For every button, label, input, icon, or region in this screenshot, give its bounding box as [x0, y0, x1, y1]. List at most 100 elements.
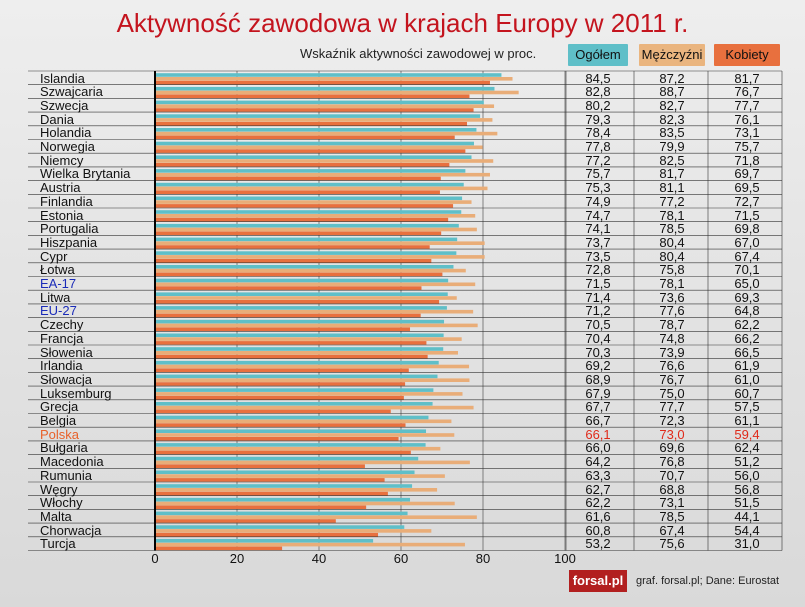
bar-total — [155, 196, 463, 201]
data-label-women: 61,0 — [734, 371, 760, 387]
country-label: Słowacja — [40, 371, 93, 387]
data-label-women: 56,8 — [734, 481, 760, 497]
bar-total — [155, 306, 447, 310]
bar-women — [155, 505, 367, 510]
data-label-men: 75,8 — [659, 262, 685, 278]
data-label-men: 76,8 — [659, 454, 685, 470]
data-label-women: 61,9 — [734, 358, 760, 374]
bar-men — [155, 378, 470, 382]
data-label-total: 71,2 — [585, 303, 611, 319]
bar-men — [155, 268, 466, 273]
bar-men — [155, 186, 488, 191]
data-label-men: 78,5 — [659, 221, 685, 237]
bar-total — [155, 415, 429, 420]
country-label: Szwecja — [40, 97, 89, 113]
bar-total — [155, 182, 464, 187]
data-label-men: 80,4 — [659, 248, 685, 264]
data-label-total: 62,2 — [585, 495, 611, 511]
bar-men — [155, 488, 438, 492]
data-label-total: 64,2 — [585, 454, 611, 470]
data-label-men: 77,2 — [659, 193, 685, 209]
country-label: Cypr — [40, 248, 68, 264]
bar-total — [155, 333, 444, 338]
country-label: Norwegia — [40, 139, 95, 154]
data-label-total: 70,5 — [585, 317, 611, 333]
bar-women — [155, 80, 490, 85]
bar-women — [155, 437, 399, 441]
bar-total — [155, 484, 413, 488]
country-label: EU-27 — [40, 303, 77, 319]
data-label-women: 60,7 — [734, 385, 760, 401]
data-label-women: 44,1 — [734, 508, 760, 524]
country-label: Polska — [40, 426, 80, 442]
data-label-total: 66,0 — [585, 440, 611, 456]
bar-men — [155, 323, 478, 328]
data-label-women: 51,5 — [734, 495, 760, 511]
data-label-total: 61,6 — [585, 508, 611, 524]
data-label-men: 68,8 — [659, 481, 685, 497]
bar-women — [155, 464, 365, 468]
data-label-women: 54,4 — [734, 522, 760, 538]
data-label-total: 74,1 — [585, 221, 611, 237]
country-label: Turcja — [40, 536, 76, 552]
data-label-women: 72,7 — [734, 193, 760, 209]
data-label-women: 76,1 — [734, 111, 760, 127]
bar-total — [155, 114, 481, 118]
bar-men — [155, 419, 452, 424]
country-label: Niemcy — [40, 152, 84, 168]
data-label-women: 75,7 — [734, 139, 760, 154]
data-label-men: 74,8 — [659, 330, 685, 346]
data-label-men: 77,7 — [659, 399, 685, 415]
bar-total — [155, 86, 495, 91]
country-label: Wielka Brytania — [40, 166, 131, 182]
data-label-men: 82,7 — [659, 97, 685, 113]
bar-women — [155, 423, 406, 427]
bar-total — [155, 128, 477, 132]
data-label-women: 61,1 — [734, 413, 760, 428]
data-label-total: 73,7 — [585, 234, 611, 250]
bar-men — [155, 200, 472, 204]
country-label: Islandia — [40, 70, 85, 86]
data-label-total: 67,9 — [585, 385, 611, 401]
bar-total — [155, 497, 411, 502]
country-label: Rumunia — [40, 467, 93, 483]
bar-men — [155, 309, 474, 314]
data-label-men: 77,6 — [659, 303, 685, 319]
bar-women — [155, 478, 385, 482]
source-footer: graf. forsal.pl; Dane: Eurostat — [636, 575, 780, 587]
bar-women — [155, 135, 455, 140]
data-label-women: 62,2 — [734, 317, 760, 333]
bar-women — [155, 546, 283, 551]
country-label: Belgia — [40, 413, 77, 428]
bar-total — [155, 443, 426, 447]
bar-total — [155, 525, 405, 529]
data-label-men: 87,2 — [659, 70, 685, 86]
country-label: Hiszpania — [40, 234, 98, 250]
bar-total — [155, 319, 445, 324]
country-label: Dania — [40, 111, 74, 127]
country-label: Luksemburg — [40, 385, 112, 401]
country-label: EA-17 — [40, 276, 77, 291]
bar-total — [155, 456, 419, 461]
data-label-total: 82,8 — [585, 84, 611, 100]
data-label-women: 69,5 — [734, 180, 760, 196]
data-label-women: 81,7 — [734, 70, 760, 86]
data-label-women: 69,8 — [734, 221, 760, 237]
bar-total — [155, 360, 439, 365]
data-label-total: 84,5 — [585, 70, 611, 86]
data-label-men: 75,0 — [659, 385, 685, 401]
data-label-men: 78,7 — [659, 317, 685, 333]
bar-total — [155, 141, 474, 146]
data-label-men: 78,5 — [659, 508, 685, 524]
data-label-total: 77,2 — [585, 152, 611, 168]
data-label-women: 77,7 — [734, 97, 760, 113]
country-label: Bułgaria — [40, 440, 88, 456]
bar-men — [155, 172, 490, 177]
data-label-total: 62,7 — [585, 481, 611, 497]
bar-women — [155, 450, 411, 455]
country-label: Czechy — [40, 317, 84, 333]
bar-men — [155, 405, 474, 410]
bar-men — [155, 501, 455, 506]
bar-women — [155, 368, 409, 373]
bar-total — [155, 402, 433, 406]
